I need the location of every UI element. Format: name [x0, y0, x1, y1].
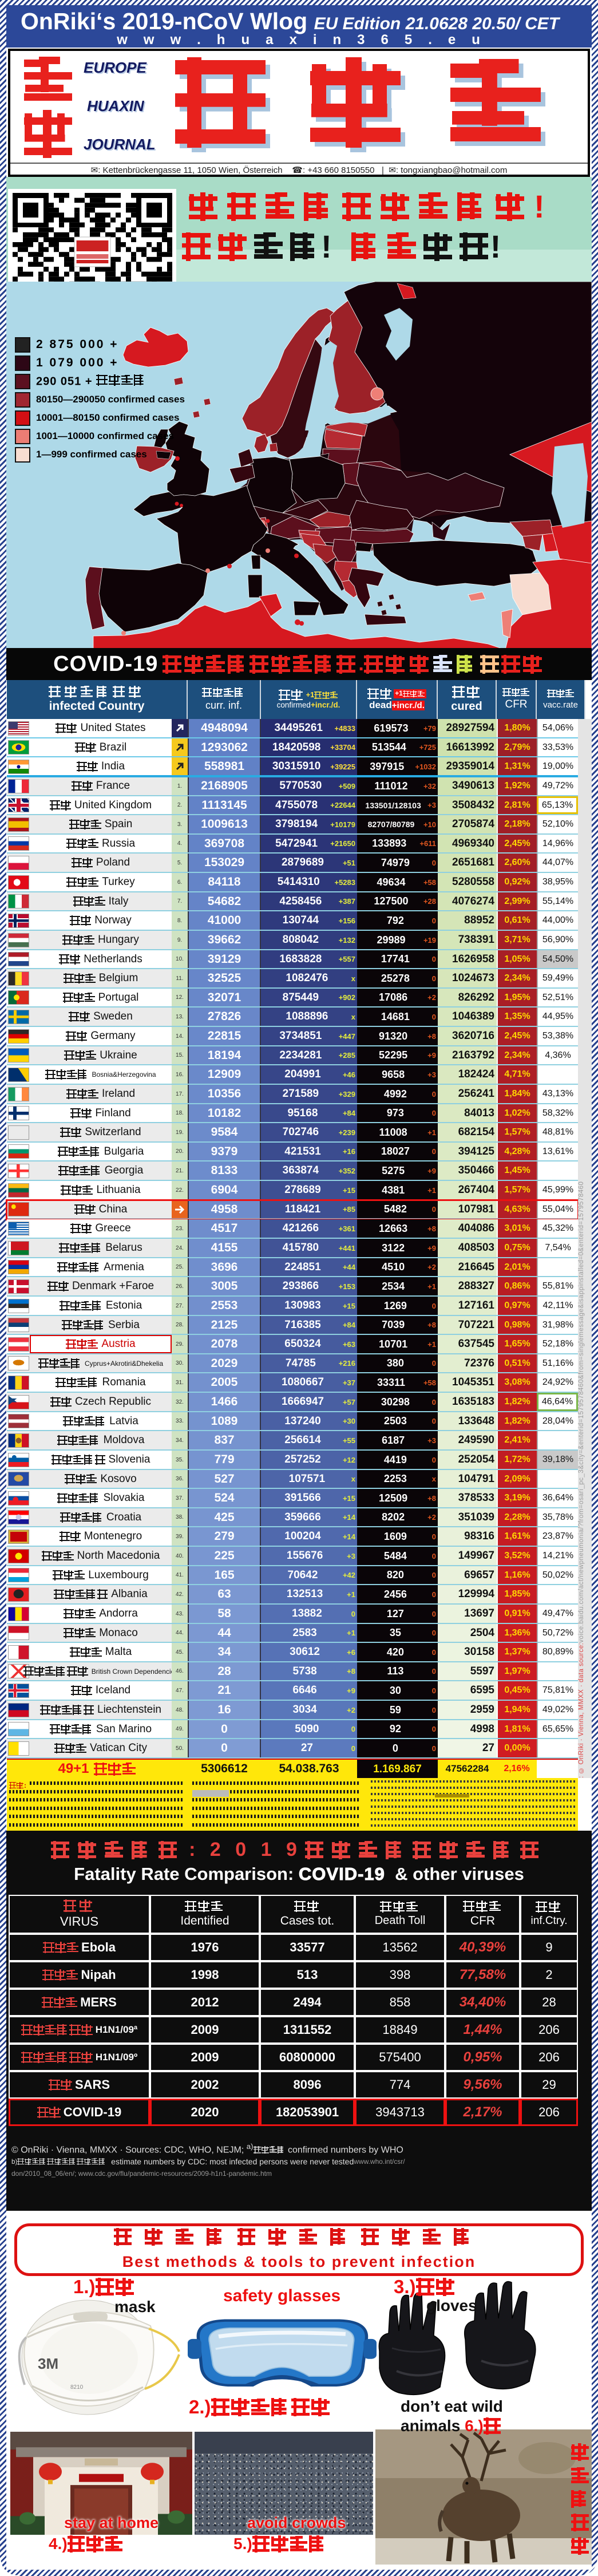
- svg-text:3M: 3M: [38, 2355, 58, 2372]
- svg-text:8210: 8210: [70, 2384, 84, 2391]
